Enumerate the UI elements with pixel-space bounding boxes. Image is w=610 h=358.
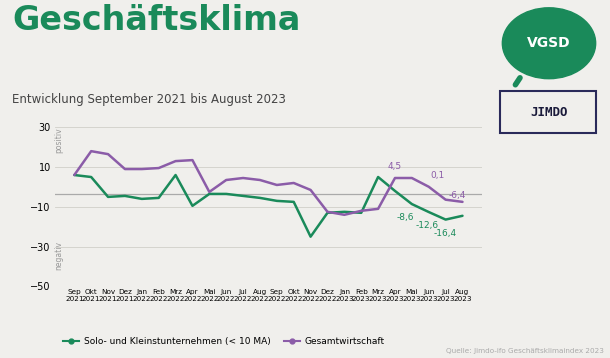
Text: Geschäftsklima: Geschäftsklima [12,4,301,37]
Text: VGSD: VGSD [527,36,571,50]
Text: positiv: positiv [54,127,63,153]
Text: -16,4: -16,4 [434,228,457,237]
Text: -8,6: -8,6 [396,213,414,222]
Text: -6,4: -6,4 [449,191,466,200]
Ellipse shape [503,8,595,79]
Text: Quelle: Jimdo-ifo Geschäftsklimaindex 2023: Quelle: Jimdo-ifo Geschäftsklimaindex 20… [446,348,604,354]
Legend: Solo- und Kleinstunternehmen (< 10 MA), Gesamtwirtschaft: Solo- und Kleinstunternehmen (< 10 MA), … [59,334,389,350]
FancyBboxPatch shape [500,91,596,134]
Text: negativ: negativ [54,242,63,271]
FancyArrowPatch shape [515,78,520,85]
Text: Entwicklung September 2021 bis August 2023: Entwicklung September 2021 bis August 20… [12,93,286,106]
Text: 4,5: 4,5 [388,162,402,171]
Text: 0,1: 0,1 [430,171,444,180]
Text: JIMDO: JIMDO [530,106,568,119]
Text: -12,6: -12,6 [415,221,439,230]
